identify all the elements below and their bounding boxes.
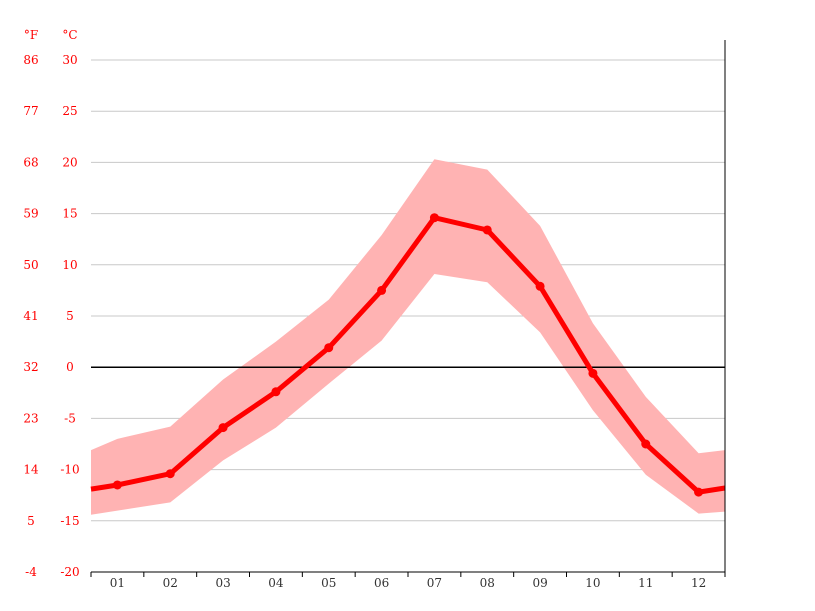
- temperature-point: [535, 281, 545, 291]
- temperature-range-band: [91, 159, 725, 515]
- y-tick-label-celsius: 25: [62, 104, 77, 118]
- y-tick-label-celsius: 15: [62, 207, 77, 221]
- y-tick-label-fahrenheit: 23: [23, 411, 38, 425]
- x-tick-label: 01: [110, 576, 125, 590]
- temperature-series-line: [90, 215, 726, 495]
- x-tick-label: 10: [585, 576, 600, 590]
- temperature-point: [271, 387, 281, 397]
- temperature-point: [165, 469, 175, 479]
- gridlines: [91, 59, 725, 573]
- y-tick-label-celsius: 30: [62, 53, 77, 67]
- y-tick-label-celsius: -20: [60, 565, 79, 579]
- x-tick-label: 04: [268, 576, 284, 590]
- temperature-points: [112, 213, 704, 497]
- temperature-point: [377, 285, 387, 295]
- y-tick-label-celsius: -15: [60, 514, 79, 528]
- y-tick-label-celsius: -10: [60, 463, 79, 477]
- y-tick-label-celsius: 10: [62, 258, 77, 272]
- x-tick-label: 03: [215, 576, 230, 590]
- y-tick-label-fahrenheit: -4: [25, 565, 37, 579]
- y-tick-label-celsius: -5: [64, 411, 76, 425]
- unit-celsius: °C: [62, 28, 77, 42]
- y-axis-celsius-labels: 30 25 20 15 10 5 0 -5 -10 -15 -20: [60, 53, 79, 579]
- y-tick-label-fahrenheit: 77: [23, 104, 38, 118]
- y-axis-fahrenheit-labels: 86 77 68 59 50 41 32 23 14 5 -4: [23, 53, 39, 579]
- temperature-point: [218, 423, 228, 433]
- x-tick-label: 05: [321, 576, 336, 590]
- y-tick-label-fahrenheit: 5: [27, 514, 35, 528]
- y-tick-label-celsius: 0: [66, 360, 74, 374]
- temperature-point: [112, 480, 122, 490]
- y-tick-label-fahrenheit: 32: [23, 360, 38, 374]
- temperature-point: [588, 368, 598, 378]
- y-tick-label-celsius: 20: [62, 155, 77, 169]
- x-tick-label: 09: [532, 576, 547, 590]
- temperature-point: [641, 439, 651, 449]
- y-tick-label-celsius: 5: [66, 309, 74, 323]
- y-tick-label-fahrenheit: 14: [23, 463, 39, 477]
- temperature-point: [324, 343, 334, 353]
- x-axis-tick-marks: [90, 572, 726, 577]
- y-tick-label-fahrenheit: 50: [23, 258, 38, 272]
- temperature-point: [694, 487, 704, 497]
- x-tick-label: 08: [480, 576, 495, 590]
- x-axis-month-labels: 01 02 03 04 05 06 07 08 09 10 11 12: [110, 576, 706, 590]
- y-tick-label-fahrenheit: 68: [23, 155, 38, 169]
- x-tick-label: 06: [374, 576, 389, 590]
- x-tick-label: 11: [638, 576, 653, 590]
- temperature-point: [429, 213, 439, 223]
- unit-fahrenheit: °F: [24, 28, 38, 42]
- x-tick-label: 12: [691, 576, 706, 590]
- y-tick-label-fahrenheit: 59: [23, 207, 38, 221]
- y-tick-label-fahrenheit: 86: [23, 53, 38, 67]
- temperature-point: [482, 225, 492, 235]
- y-tick-label-fahrenheit: 41: [23, 309, 38, 323]
- x-tick-label: 02: [163, 576, 178, 590]
- x-tick-label: 07: [427, 576, 442, 590]
